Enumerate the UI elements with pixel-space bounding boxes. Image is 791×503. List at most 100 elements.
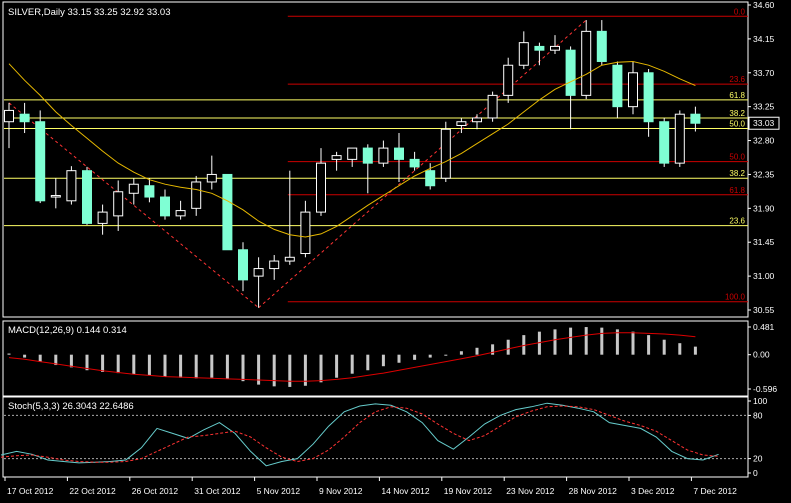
macd-bar xyxy=(303,354,307,386)
trendlines xyxy=(8,19,587,309)
macd-bar xyxy=(210,354,214,378)
macd-bar xyxy=(459,351,463,355)
candle-body xyxy=(503,64,514,96)
macd-tick-label: -0.596 xyxy=(753,384,777,394)
fib-label: 0.0 xyxy=(734,7,746,16)
macd-bar xyxy=(350,354,354,374)
price-tick-label: 33.70 xyxy=(753,68,775,78)
date-label: 9 Nov 2012 xyxy=(319,486,363,496)
candle-body xyxy=(612,64,623,108)
ma-line xyxy=(8,60,696,238)
current-price-label: 33.03 xyxy=(753,118,775,128)
date-label: 19 Nov 2012 xyxy=(444,486,492,496)
price-tick-label: 32.80 xyxy=(753,136,775,146)
price-tick-label: 32.35 xyxy=(753,169,775,179)
fib-label: 38.2 xyxy=(729,109,745,118)
date-axis: 17 Oct 2012 22 Oct 2012 26 Oct 2012 31 Oct … xyxy=(4,477,737,496)
candle-body xyxy=(690,113,701,124)
candle-body xyxy=(409,158,420,168)
trendline xyxy=(258,19,587,309)
macd-bar xyxy=(693,346,697,355)
macd-bar xyxy=(319,354,323,383)
stoch-panel-frame[interactable] xyxy=(2,396,749,478)
candle-body xyxy=(394,147,404,160)
macd-bar xyxy=(38,354,42,362)
price-tick-label: 31.90 xyxy=(753,203,775,213)
fibonacci-levels: 0.0 23.6 61.8 38.2 50.0 50.0 38.2 61.8 23.6 100.0 xyxy=(4,7,748,303)
date-label: 28 Nov 2012 xyxy=(569,486,617,496)
candle-body xyxy=(191,181,202,209)
candle-body xyxy=(472,117,482,123)
macd-bar xyxy=(381,354,385,367)
price-axis: 34.60 34.15 33.70 33.25 32.80 32.35 31.90 31.45… xyxy=(748,0,780,315)
stoch-tick-label: 80 xyxy=(753,410,763,420)
candle-body xyxy=(160,196,170,217)
candle-body xyxy=(316,162,326,213)
macd-signal-line xyxy=(8,332,696,382)
candle-body xyxy=(144,185,155,198)
macd-bar xyxy=(600,327,604,355)
stoch-main-line xyxy=(0,402,719,467)
macd-bar xyxy=(288,354,292,387)
macd-panel: 0.481 0.00 -0.596 xyxy=(7,322,777,394)
macd-bar xyxy=(225,354,229,379)
candle-body xyxy=(487,94,498,119)
moving-average xyxy=(8,60,696,238)
candle-body xyxy=(300,211,311,255)
candle-body xyxy=(659,121,670,164)
candle-body xyxy=(253,268,264,277)
macd-bar xyxy=(54,354,58,366)
macd-bar xyxy=(662,339,666,355)
macd-bar xyxy=(69,354,73,368)
candle-body xyxy=(518,42,529,66)
candle-body xyxy=(643,72,654,123)
macd-bar xyxy=(147,354,151,376)
macd-bar xyxy=(569,327,573,355)
macd-bar xyxy=(257,354,261,385)
candle-body xyxy=(206,173,217,183)
date-label: 31 Oct 2012 xyxy=(194,486,241,496)
stoch-tick-label: 0 xyxy=(753,468,758,478)
price-tick-label: 34.15 xyxy=(753,34,775,44)
macd-bar xyxy=(553,329,557,355)
macd-bar xyxy=(23,354,27,358)
fib-label: 61.8 xyxy=(729,186,745,195)
candlesticks xyxy=(4,20,701,308)
main-panel-frame[interactable] xyxy=(2,1,749,318)
candle-body xyxy=(550,45,560,51)
fib-label: 50.0 xyxy=(729,120,745,129)
candle-body xyxy=(456,121,467,126)
macd-bar xyxy=(444,354,448,356)
macd-tick-label: 0.00 xyxy=(753,350,770,360)
macd-panel-frame[interactable] xyxy=(2,320,749,397)
candle-body xyxy=(238,249,248,281)
stoch-tick-label: 20 xyxy=(753,454,763,464)
macd-bar xyxy=(101,354,105,372)
candle-body xyxy=(4,109,14,123)
macd-bar xyxy=(116,354,120,374)
macd-bar xyxy=(7,353,11,355)
macd-title: MACD(12,26,9) 0.144 0.314 xyxy=(8,325,127,336)
date-label: 14 Nov 2012 xyxy=(381,486,429,496)
fib-label: 23.6 xyxy=(729,217,745,226)
fib-label: 50.0 xyxy=(729,153,745,162)
candle-body xyxy=(269,260,280,270)
current-price-box xyxy=(748,116,780,130)
date-label: 26 Oct 2012 xyxy=(132,486,179,496)
macd-bar xyxy=(537,331,541,355)
candle-body xyxy=(222,173,233,251)
price-tick-label: 30.55 xyxy=(753,305,775,315)
date-label: 5 Nov 2012 xyxy=(257,486,301,496)
date-label: 3 Dec 2012 xyxy=(631,486,675,496)
candle-body xyxy=(128,183,139,194)
stoch-title: Stoch(5,3,3) 26.3043 22.6486 xyxy=(8,401,134,412)
date-label: 23 Nov 2012 xyxy=(506,486,554,496)
macd-bar xyxy=(272,354,276,387)
price-tick-label: 33.25 xyxy=(753,102,775,112)
candle-body xyxy=(378,147,389,164)
macd-bar xyxy=(366,354,370,371)
macd-tick-label: 0.481 xyxy=(753,322,775,332)
macd-bar xyxy=(678,343,682,355)
macd-bar xyxy=(615,329,619,355)
